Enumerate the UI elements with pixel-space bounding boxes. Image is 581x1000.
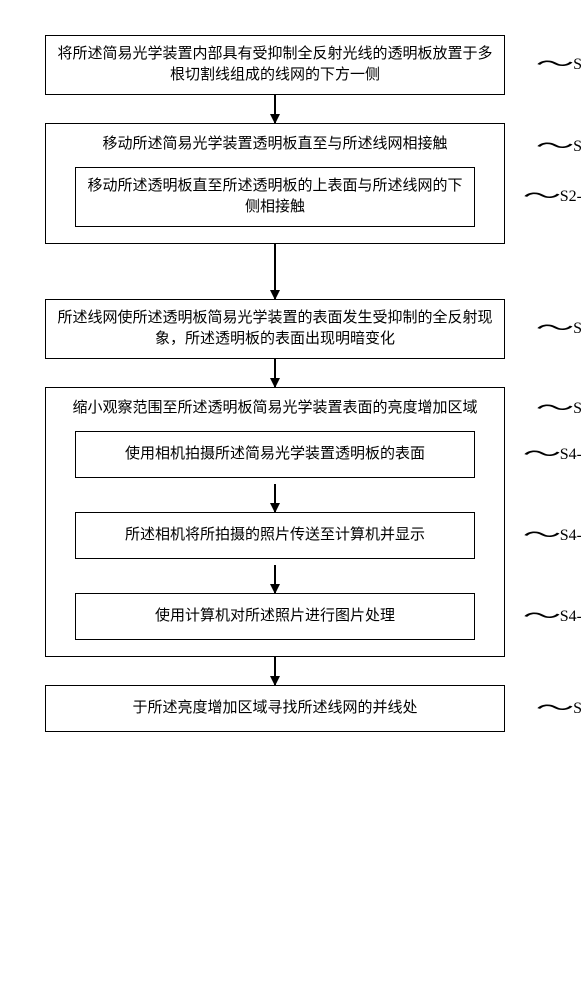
step-s4-row: 缩小观察范围至所述透明板简易光学装置表面的亮度增加区域 〜 S4 使用相机拍摄所… [45, 387, 561, 657]
step-s4-3-text: 使用计算机对所述照片进行图片处理 [155, 608, 395, 624]
step-s4-3-box: 使用计算机对所述照片进行图片处理 〜 S4-3 [75, 593, 475, 640]
arrow-s4-1-2 [56, 484, 494, 512]
step-s5-row: 于所述亮度增加区域寻找所述线网的并线处 〜 S5 [45, 685, 561, 732]
brace-icon: 〜 [523, 611, 561, 623]
step-s4-label: 〜 S4 [543, 398, 581, 420]
brace-icon: 〜 [536, 703, 574, 715]
brace-icon: 〜 [523, 449, 561, 461]
arrow-s1-s2 [45, 95, 505, 123]
step-s4-1-label: 〜 S4-1 [530, 443, 581, 465]
step-s4-box: 缩小观察范围至所述透明板简易光学装置表面的亮度增加区域 〜 S4 使用相机拍摄所… [45, 387, 505, 657]
step-s4-1-box: 使用相机拍摄所述简易光学装置透明板的表面 〜 S4-1 [75, 431, 475, 478]
step-s5-label: 〜 S5 [543, 697, 581, 719]
step-s2-title: 移动所述简易光学装置透明板直至与所述线网相接触 [56, 130, 494, 157]
brace-icon: 〜 [523, 530, 561, 542]
brace-icon: 〜 [536, 59, 574, 71]
step-s3-box: 所述线网使所述透明板简易光学装置的表面发生受抑制的全反射现象，所述透明板的表面出… [45, 299, 505, 359]
step-s1-label: 〜 S1 [543, 54, 581, 76]
brace-icon: 〜 [536, 323, 574, 335]
step-s4-3-label: 〜 S4-3 [530, 605, 581, 627]
step-s2-1-label: 〜 S2-1 [530, 186, 581, 208]
arrow-s4-2-3 [56, 565, 494, 593]
step-s5-text: 于所述亮度增加区域寻找所述线网的并线处 [132, 700, 417, 716]
step-s4-1-text: 使用相机拍摄所述简易光学装置透明板的表面 [125, 446, 425, 462]
step-s5-box: 于所述亮度增加区域寻找所述线网的并线处 〜 S5 [45, 685, 505, 732]
brace-icon: 〜 [536, 141, 574, 153]
arrow-s3-s4 [45, 359, 505, 387]
step-s4-title: 缩小观察范围至所述透明板简易光学装置表面的亮度增加区域 [56, 394, 494, 421]
step-s2-1-text: 移动所述透明板直至所述透明板的上表面与所述线网的下侧相接触 [87, 178, 462, 215]
step-s3-row: 所述线网使所述透明板简易光学装置的表面发生受抑制的全反射现象，所述透明板的表面出… [45, 299, 561, 359]
step-s4-2-box: 所述相机将所拍摄的照片传送至计算机并显示 〜 S4-2 [75, 512, 475, 559]
step-s1-box: 将所述简易光学装置内部具有受抑制全反射光线的透明板放置于多根切割线组成的线网的下… [45, 35, 505, 95]
step-s1-text: 将所述简易光学装置内部具有受抑制全反射光线的透明板放置于多根切割线组成的线网的下… [57, 46, 492, 83]
step-s4-2-label: 〜 S4-2 [530, 524, 581, 546]
brace-icon: 〜 [523, 191, 561, 203]
step-s1-row: 将所述简易光学装置内部具有受抑制全反射光线的透明板放置于多根切割线组成的线网的下… [45, 35, 561, 95]
brace-icon: 〜 [536, 403, 574, 415]
step-s2-1-box: 移动所述透明板直至所述透明板的上表面与所述线网的下侧相接触 〜 S2-1 [75, 167, 475, 227]
step-s2-label: 〜 S2 [543, 136, 581, 158]
step-s3-label: 〜 S3 [543, 318, 581, 340]
step-s3-text: 所述线网使所述透明板简易光学装置的表面发生受抑制的全反射现象，所述透明板的表面出… [57, 310, 492, 347]
step-s4-2-text: 所述相机将所拍摄的照片传送至计算机并显示 [125, 527, 425, 543]
step-s2-box: 移动所述简易光学装置透明板直至与所述线网相接触 〜 S2 移动所述透明板直至所述… [45, 123, 505, 244]
arrow-s2-s3 [45, 244, 505, 299]
arrow-s4-s5 [45, 657, 505, 685]
step-s2-row: 移动所述简易光学装置透明板直至与所述线网相接触 〜 S2 移动所述透明板直至所述… [45, 123, 561, 244]
